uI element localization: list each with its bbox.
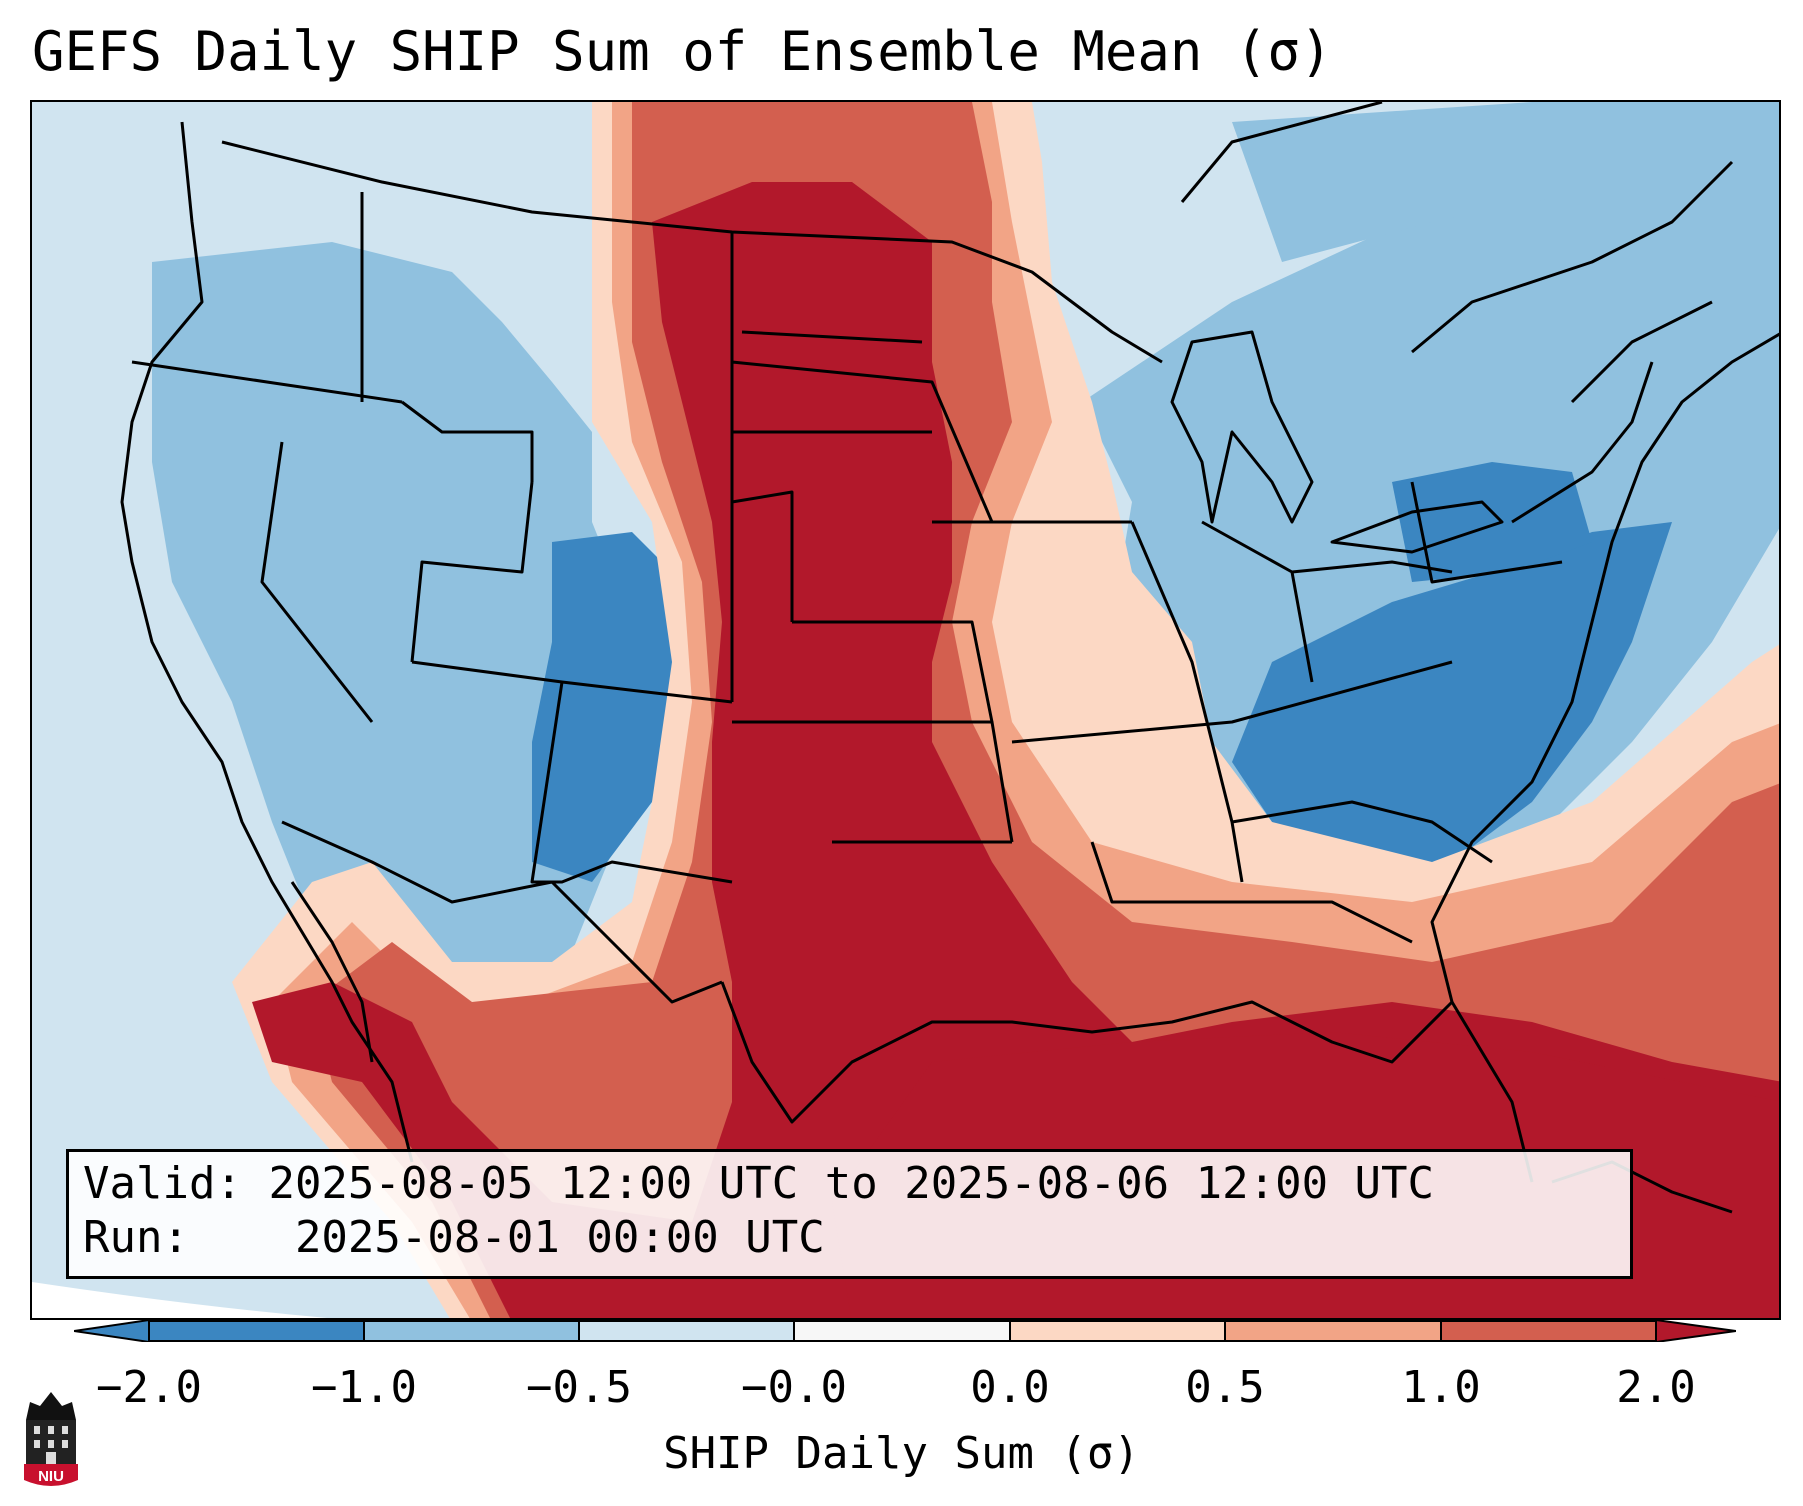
- us-canada-border: [221, 140, 1163, 364]
- state-line-18: [1130, 521, 1244, 883]
- mexico-border: [281, 820, 723, 1004]
- state-line-13: [792, 620, 994, 723]
- field-strong-negative-pennsylvania: [1392, 462, 1592, 582]
- colorbar-tick-label-5: 0.0: [970, 1362, 1050, 1413]
- run-line: Run: 2025-08-01 00:00 UTC: [83, 1211, 1630, 1265]
- run-label: Run:: [83, 1212, 189, 1263]
- field-strong-negative-colorado: [532, 532, 692, 882]
- state-line-21: [1410, 481, 1563, 584]
- colorbar-bin-4: [794, 1320, 1010, 1342]
- colorbar-bin-5: [1010, 1320, 1225, 1342]
- coastline-west: [120, 121, 414, 1163]
- state-line-4: [401, 400, 534, 482]
- colorbar-tick-label-1: −2.0: [96, 1362, 202, 1413]
- field-mod-negative-canada: [1232, 102, 1779, 262]
- canada-lines: [1180, 102, 1734, 404]
- great-lakes-east: [1330, 500, 1504, 554]
- great-lakes: [1170, 330, 1314, 524]
- state-line-20: [1291, 560, 1453, 574]
- colorbar-bin-1: [149, 1320, 364, 1342]
- state-line-17: [1011, 660, 1453, 744]
- colorbar-tick-label-3: −0.5: [526, 1362, 632, 1413]
- colorbar-tick-label-4: −0.0: [741, 1362, 847, 1413]
- colorbar-tick-label-8: 2.0: [1616, 1362, 1696, 1413]
- coastline-gulf: [720, 981, 1534, 1183]
- out-of-domain-area: [32, 1282, 328, 1318]
- niu-logo: NIU: [24, 1392, 78, 1486]
- state-line-14: [732, 720, 1014, 843]
- boundary-lines: [120, 102, 1779, 1214]
- state-line-24: [1511, 361, 1654, 524]
- state-line-5: [410, 481, 534, 663]
- map-panel: [30, 100, 1781, 1320]
- map-title: GEFS Daily SHIP Sum of Ensemble Mean (σ): [32, 20, 1333, 83]
- colorbar-label: SHIP Daily Sum (σ): [663, 1428, 1140, 1479]
- logo-text: NIU: [38, 1468, 64, 1485]
- coastline-east: [1430, 332, 1779, 1003]
- state-line-8: [730, 490, 794, 702]
- field-strong-positive-plume: [252, 182, 1779, 1318]
- colorbar-bin-6: [1225, 1320, 1441, 1342]
- colorbar-bin-2: [364, 1320, 579, 1342]
- baja-coast: [290, 881, 374, 1063]
- valid-value: 2025-08-05 12:00 UTC to 2025-08-06 12:00…: [268, 1158, 1435, 1209]
- run-value: 2025-08-01 00:00 UTC: [294, 1212, 825, 1263]
- valid-line: Valid: 2025-08-05 12:00 UTC to 2025-08-0…: [83, 1157, 1630, 1211]
- colorbar-tick-label-7: 1.0: [1401, 1362, 1481, 1413]
- info-box: Valid: 2025-08-05 12:00 UTC to 2025-08-0…: [66, 1149, 1633, 1279]
- colorbar: [74, 1320, 1736, 1342]
- field-strong-negative-southeast: [1232, 522, 1672, 862]
- colorbar-tick-label-6: 0.5: [1185, 1362, 1265, 1413]
- field-mod-negative-west: [152, 242, 642, 1042]
- valid-label: Valid:: [83, 1158, 242, 1209]
- state-line-11: [741, 330, 923, 344]
- state-line-22: [1231, 800, 1493, 864]
- state-line-7: [530, 681, 733, 884]
- colorbar-bin-7: [1441, 1320, 1656, 1342]
- state-line-1: [131, 360, 403, 404]
- state-line-23: [1090, 841, 1413, 944]
- colorbar-extend-right: [1655, 1320, 1736, 1342]
- colorbar-extend-left: [74, 1320, 150, 1342]
- colorbar-tick-label-2: −1.0: [311, 1362, 417, 1413]
- state-line-3: [260, 441, 374, 723]
- colorbar-bin-3: [579, 1320, 794, 1342]
